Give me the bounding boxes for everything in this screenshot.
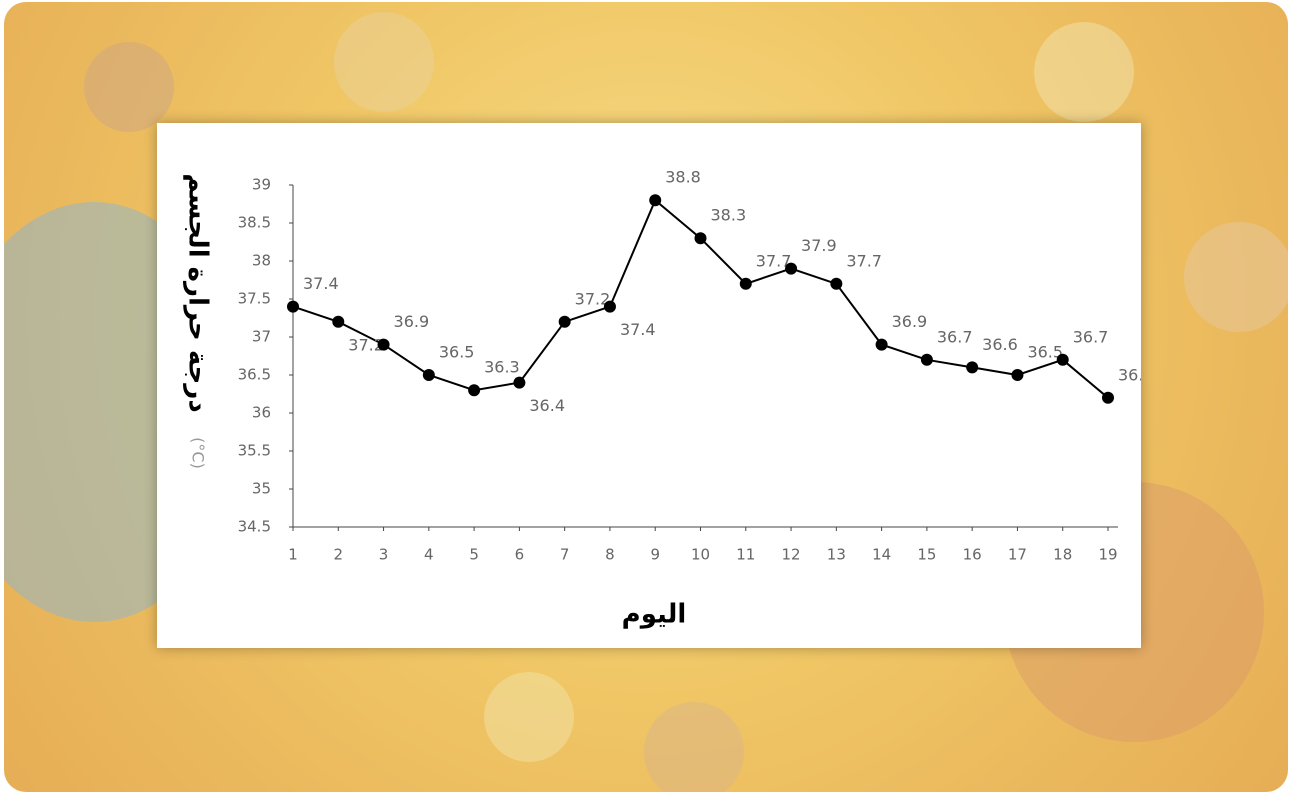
marker xyxy=(287,300,299,313)
x-tick-label: 1 xyxy=(288,546,298,564)
y-axis-unit: (°C) xyxy=(189,437,208,469)
x-tick-label: 10 xyxy=(691,546,710,564)
chart: اليوم درجة حرارة الجسم (°C) 34.53535.536… xyxy=(157,123,1141,648)
y-tick-label: 37.5 xyxy=(238,290,271,308)
data-label: 37.2 xyxy=(575,289,611,308)
marker xyxy=(875,338,888,351)
data-label: 36.9 xyxy=(394,312,430,331)
y-tick-label: 35.5 xyxy=(238,442,271,460)
x-tick-label: 4 xyxy=(424,546,434,564)
data-label: 37.2 xyxy=(348,335,384,354)
marker xyxy=(785,262,798,275)
x-tick-label: 7 xyxy=(560,546,570,564)
y-tick-label: 35 xyxy=(252,480,271,498)
data-label: 36.5 xyxy=(439,343,475,362)
marker xyxy=(377,338,390,351)
data-label: 38.8 xyxy=(665,168,701,187)
marker xyxy=(332,315,345,328)
data-label: 36.7 xyxy=(937,327,973,346)
y-tick-label: 34.5 xyxy=(238,518,271,536)
marker xyxy=(558,315,571,328)
y-axis-title: درجة حرارة الجسم xyxy=(183,173,213,412)
data-label: 37.7 xyxy=(846,251,882,270)
x-tick-label: 11 xyxy=(736,546,755,564)
x-tick-label: 8 xyxy=(605,546,615,564)
x-tick-label: 2 xyxy=(334,546,344,564)
data-label: 36.3 xyxy=(484,358,520,377)
x-tick-label: 9 xyxy=(650,546,660,564)
marker xyxy=(422,369,435,381)
marker xyxy=(920,353,933,366)
x-tick-label: 13 xyxy=(827,546,846,564)
data-label: 37.9 xyxy=(801,236,837,255)
marker xyxy=(1011,369,1024,381)
marker xyxy=(603,300,616,313)
data-label: 36.7 xyxy=(1073,327,1109,346)
x-tick-label: 19 xyxy=(1098,546,1117,564)
data-label: 37.4 xyxy=(620,320,656,339)
marker xyxy=(694,232,707,245)
line xyxy=(292,198,1109,399)
marker xyxy=(830,277,843,290)
decor xyxy=(84,42,174,132)
y-tick-label: 36 xyxy=(252,404,271,422)
decor xyxy=(1034,22,1134,122)
x-tick-label: 6 xyxy=(515,546,525,564)
y-tick-label: 37 xyxy=(252,328,271,346)
marker xyxy=(513,376,526,389)
marker xyxy=(1056,353,1069,366)
x-tick-label: 17 xyxy=(1008,546,1027,564)
x-axis-title: اليوم xyxy=(622,600,687,630)
y-tick-label: 39 xyxy=(252,176,271,194)
x-tick-label: 16 xyxy=(963,546,982,564)
data-label: 37.7 xyxy=(756,251,792,270)
marker xyxy=(739,277,752,290)
marker xyxy=(966,361,979,374)
x-tick-label: 14 xyxy=(872,546,891,564)
data-label: 38.3 xyxy=(711,206,747,225)
y-tick-label: 36.5 xyxy=(238,366,271,384)
marker xyxy=(649,194,662,207)
marker xyxy=(1102,391,1114,404)
data-label: 36.5 xyxy=(1027,343,1063,362)
decor xyxy=(1184,222,1288,332)
decor xyxy=(334,12,434,112)
marker xyxy=(468,384,481,397)
x-tick-label: 15 xyxy=(917,546,936,564)
data-label: 36.9 xyxy=(892,312,928,331)
x-tick-label: 12 xyxy=(782,546,801,564)
x-tick-label: 18 xyxy=(1053,546,1072,564)
x-tick-label: 3 xyxy=(379,546,389,564)
y-tick-label: 38.5 xyxy=(238,214,271,232)
decor xyxy=(644,702,744,792)
y-tick-label: 38 xyxy=(252,252,271,270)
x-tick-label: 5 xyxy=(469,546,479,564)
data-label: 36.6 xyxy=(982,335,1018,354)
data-label: 36.4 xyxy=(529,396,565,415)
data-label: 36.2 xyxy=(1118,365,1141,384)
decor xyxy=(484,672,574,762)
data-label: 37.4 xyxy=(303,274,339,293)
